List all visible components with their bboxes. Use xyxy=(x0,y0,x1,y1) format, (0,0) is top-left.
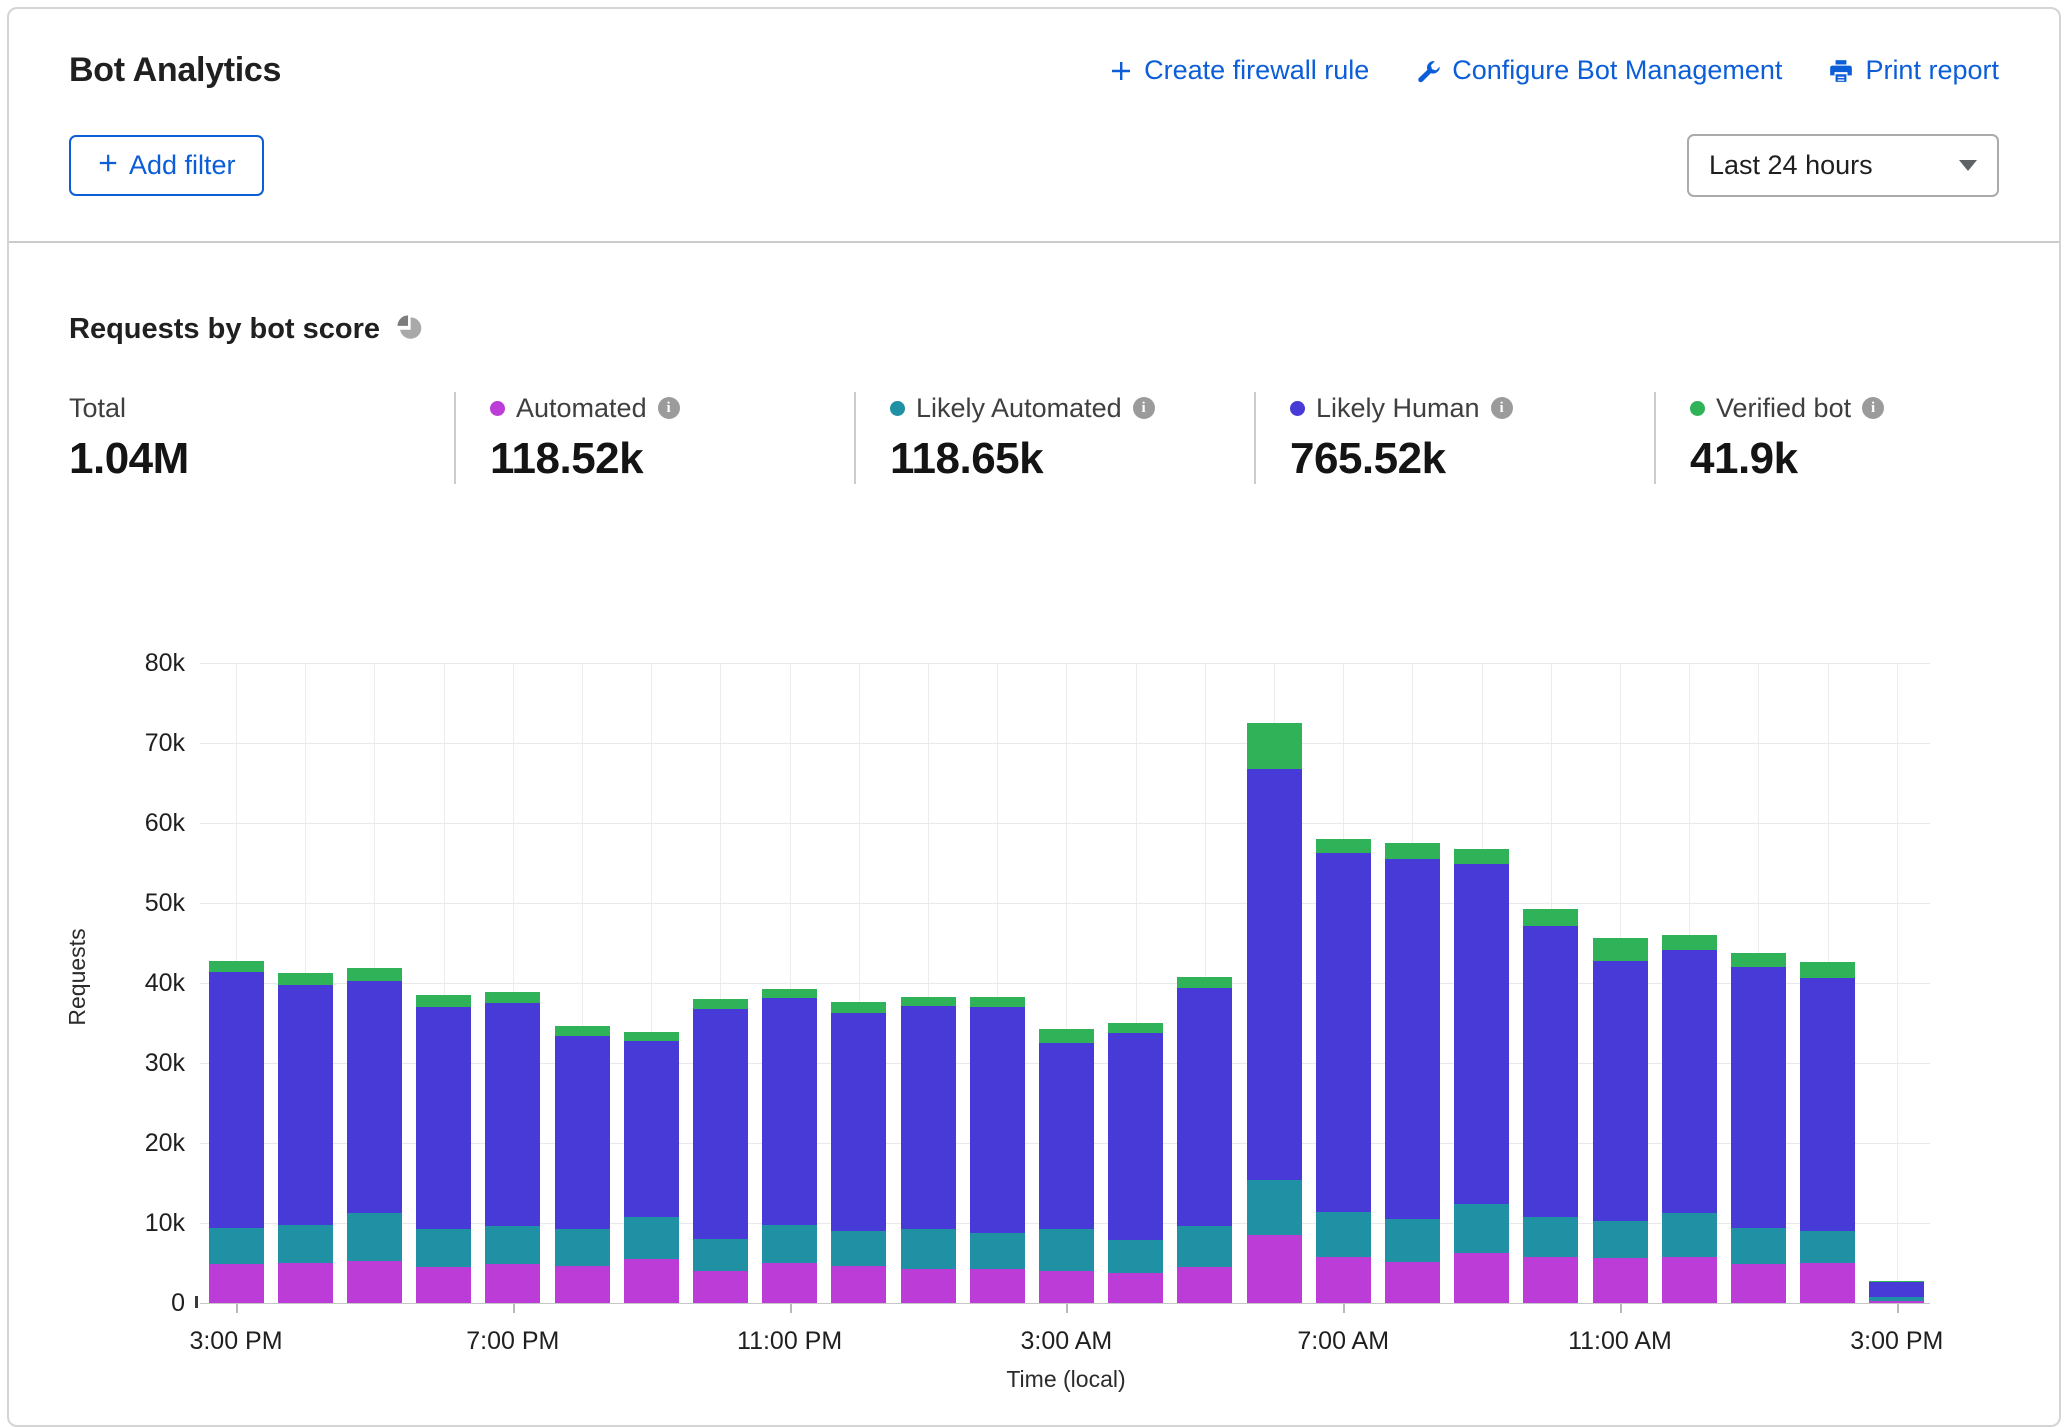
stat-label: Likely Human xyxy=(1316,393,1480,424)
action-label: Configure Bot Management xyxy=(1452,55,1782,86)
info-icon[interactable]: i xyxy=(658,397,680,419)
time-range-dropdown[interactable]: Last 24 hours xyxy=(1687,134,1999,197)
info-icon[interactable]: i xyxy=(1862,397,1884,419)
legend-dot xyxy=(890,401,905,416)
stat-label: Total xyxy=(69,393,126,424)
stat-label: Automated xyxy=(516,393,647,424)
legend-dot xyxy=(1290,401,1305,416)
printer-icon xyxy=(1828,58,1854,84)
stat-verified-bot: Verified bot i 41.9k xyxy=(1654,392,2054,484)
stat-likely-human: Likely Human i 765.52k xyxy=(1254,392,1654,484)
info-icon[interactable]: i xyxy=(1491,397,1513,419)
stat-automated: Automated i 118.52k xyxy=(454,392,854,484)
stat-label: Likely Automated xyxy=(916,393,1122,424)
action-label: Create firewall rule xyxy=(1144,55,1369,86)
time-range-value: Last 24 hours xyxy=(1709,150,1873,181)
add-filter-button[interactable]: Add filter xyxy=(69,135,264,196)
action-label: Print report xyxy=(1865,55,1999,86)
stat-value: 41.9k xyxy=(1690,434,2054,484)
stat-value: 118.65k xyxy=(890,434,1254,484)
chevron-down-icon xyxy=(1959,160,1977,171)
print-report-link[interactable]: Print report xyxy=(1828,55,1999,86)
bot-analytics-card: Bot Analytics Create firewall rule Confi… xyxy=(7,7,2061,1427)
stat-label: Verified bot xyxy=(1716,393,1851,424)
info-icon[interactable]: i xyxy=(1133,397,1155,419)
header-actions: Create firewall rule Configure Bot Manag… xyxy=(1109,55,1999,86)
card-header: Bot Analytics Create firewall rule Confi… xyxy=(9,9,2059,241)
stat-value: 1.04M xyxy=(69,434,454,484)
legend-dot xyxy=(490,401,505,416)
wrench-icon xyxy=(1415,58,1441,84)
configure-bot-management-link[interactable]: Configure Bot Management xyxy=(1415,55,1782,86)
legend-dot xyxy=(1690,401,1705,416)
section-title: Requests by bot score xyxy=(69,313,380,346)
stat-total: Total 1.04M xyxy=(69,392,454,484)
create-firewall-rule-link[interactable]: Create firewall rule xyxy=(1109,55,1369,86)
add-filter-label: Add filter xyxy=(129,150,236,181)
plus-icon xyxy=(97,150,119,181)
stat-value: 118.52k xyxy=(490,434,854,484)
pie-chart-icon xyxy=(396,314,423,346)
stat-likely-automated: Likely Automated i 118.65k xyxy=(854,392,1254,484)
stat-value: 765.52k xyxy=(1290,434,1654,484)
stats-row: Total1.04MAutomatedi118.52kLikely Automa… xyxy=(9,346,2059,484)
page-title: Bot Analytics xyxy=(69,51,281,90)
plus-icon xyxy=(1109,59,1133,83)
